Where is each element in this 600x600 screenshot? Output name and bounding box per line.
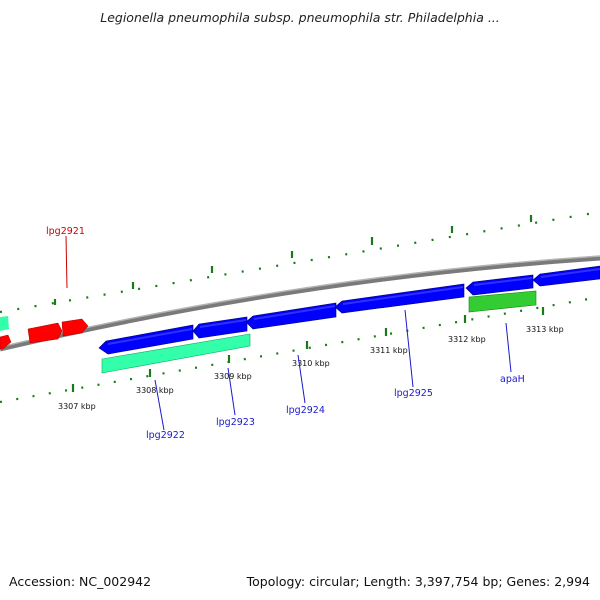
gene-apaH xyxy=(465,274,534,296)
gene-lpg2923 xyxy=(192,316,248,339)
gene-red-1 xyxy=(27,322,63,344)
genome-title: Legionella pneumophila subsp. pneumophil… xyxy=(100,10,500,25)
reverse-strand-genes xyxy=(98,265,600,355)
gene-cyan-edge xyxy=(0,316,9,331)
gene-label: lpg2922 xyxy=(146,430,185,441)
gene-red-0 xyxy=(0,334,12,350)
gene-label: apaH xyxy=(500,374,525,385)
tick-label: 3313 kbp xyxy=(526,325,564,334)
gene-lpg2925 xyxy=(334,283,465,314)
forward-strand-genes xyxy=(0,316,89,350)
tick-label: 3308 kbp xyxy=(136,386,174,395)
genome-summary-text: Topology: circular; Length: 3,397,754 bp… xyxy=(246,574,590,589)
gene-labels: lpg2921 lpg2922 lpg2923 lpg2924 lpg2925 … xyxy=(46,226,525,441)
tick-label: 3309 kbp xyxy=(214,372,252,381)
gene-label: lpg2925 xyxy=(394,388,433,399)
gene-lpg2921 xyxy=(61,318,89,337)
gene-lpg2924 xyxy=(245,302,337,330)
gene-lpg2922 xyxy=(98,324,194,355)
tick-label: 3311 kbp xyxy=(370,346,408,355)
inner-major-ticks xyxy=(71,307,545,392)
accession-text: Accession: NC_002942 xyxy=(9,574,152,589)
tick-label: 3310 kbp xyxy=(292,359,330,368)
gene-label: lpg2921 xyxy=(46,226,85,237)
tick-labels: 3307 kbp 3308 kbp 3309 kbp 3310 kbp 3311… xyxy=(58,325,564,411)
gene-green-apaH xyxy=(468,290,537,313)
label-leaders xyxy=(65,235,512,431)
gene-blue-right xyxy=(532,265,600,287)
gene-cyan-lpg2922 xyxy=(101,333,251,374)
tick-label: 3312 kbp xyxy=(448,335,486,344)
gene-label: lpg2924 xyxy=(286,405,325,416)
gene-label: lpg2923 xyxy=(216,417,255,428)
outer-major-ticks xyxy=(53,215,533,305)
tick-label: 3307 kbp xyxy=(58,402,96,411)
feature-genes xyxy=(101,290,537,374)
